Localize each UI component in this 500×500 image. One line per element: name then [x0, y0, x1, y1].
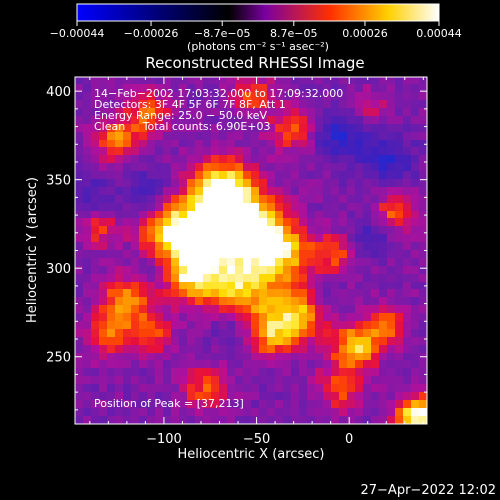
x-axis: −100 −50 0: [89, 77, 424, 447]
footer-timestamp: 27−Apr−2022 12:02: [360, 483, 497, 498]
colorbar-tick-label: −0.00044: [50, 27, 105, 40]
colorbar-tick-label: 0.00026: [342, 27, 388, 40]
colorbar-tick-label: 8.7e−05: [270, 27, 317, 40]
annotation-energy-range: Energy Range: 25.0 − 50.0 keV: [94, 109, 268, 122]
heatmap-image: [75, 77, 427, 424]
colorbar-ticks: −0.00044 −0.00026 −8.7e−05 8.7e−05 0.00026 0.…: [50, 21, 462, 40]
colorbar-gradient: [76, 3, 440, 22]
y-tick-label: 350: [46, 174, 71, 189]
colorbar: −0.00044 −0.00026 −8.7e−05 8.7e−05 0.00026 0.…: [50, 3, 462, 53]
x-tick-label: 0: [345, 432, 353, 447]
chart-title: Reconstructed RHESSI Image: [145, 54, 364, 72]
y-axis: 250 300 350 400: [46, 85, 427, 411]
annotation-clean-counts: Clean Total counts: 6.90E+03: [94, 120, 271, 133]
y-tick-label: 400: [46, 85, 71, 100]
x-axis-label: Heliocentric X (arcsec): [178, 447, 325, 462]
colorbar-tick-label: −8.7e−05: [194, 27, 251, 40]
colorbar-tick-label: −0.00026: [124, 27, 179, 40]
colorbar-tick-label: 0.00044: [416, 27, 462, 40]
y-tick-label: 300: [46, 262, 71, 277]
annotation-time-range: 14−Feb−2002 17:03:32.000 to 17:09:32.000: [94, 87, 343, 100]
annotation-detectors: Detectors: 3F 4F 5F 6F 7F 8F, Att 1: [94, 98, 286, 111]
annotation-block: 14−Feb−2002 17:03:32.000 to 17:09:32.000…: [94, 87, 343, 133]
x-tick-label: −50: [243, 432, 270, 447]
x-tick-label: −100: [146, 432, 182, 447]
y-tick-label: 250: [46, 351, 71, 366]
colorbar-units-label: (photons cm⁻² s⁻¹ asec⁻²): [187, 40, 329, 53]
peak-position-label: Position of Peak = [37,213]: [94, 397, 244, 410]
y-axis-label: Heliocentric Y (arcsec): [25, 177, 40, 323]
